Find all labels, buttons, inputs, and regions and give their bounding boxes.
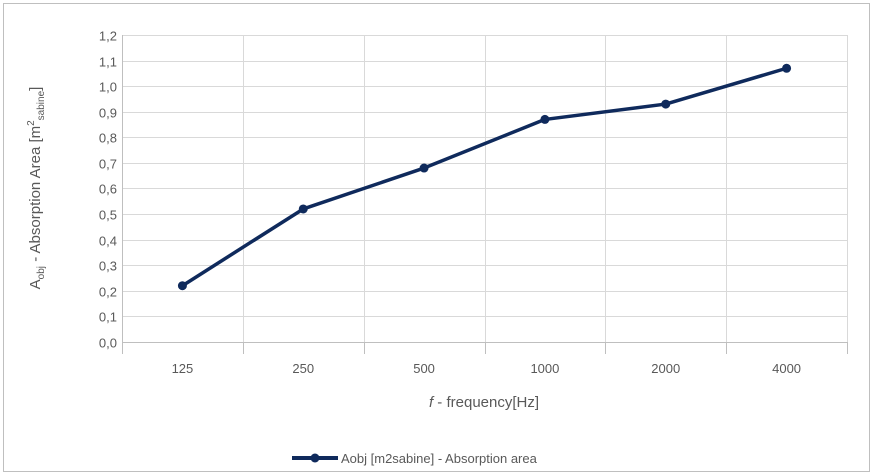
y-tick-label: 1,1 — [99, 55, 117, 70]
x-tick-label: 1000 — [530, 361, 559, 376]
y-tick-label: 0,0 — [99, 336, 117, 351]
data-point — [177, 281, 187, 291]
y-title-end: ] — [27, 87, 44, 91]
y-title-main: A — [27, 279, 44, 289]
y-tick-label: 1,2 — [99, 29, 117, 44]
y-tick-label: 0,2 — [99, 285, 117, 300]
y-tick-label: 0,1 — [99, 310, 117, 325]
y-tick-label: 0,8 — [99, 131, 117, 146]
y-tick-label: 0,5 — [99, 208, 117, 223]
y-title-sub2: sabine — [36, 90, 47, 120]
x-tick-label: 500 — [413, 361, 435, 376]
data-point — [540, 114, 550, 124]
legend-label: Aobj [m2sabine] - Absorption area — [341, 451, 538, 466]
y-title-mid: - Absorption Area [m — [27, 126, 44, 266]
x-tick-label: 125 — [172, 361, 194, 376]
y-tick-labels: 0,0 0,1 0,2 0,3 0,4 0,5 0,6 0,7 0,8 0,9 1,0 1,1 1,2 — [99, 29, 117, 351]
x-tick-label: 4000 — [772, 361, 801, 376]
legend-marker-swatch — [310, 453, 320, 463]
x-title-rest: - frequency[Hz] — [433, 394, 539, 411]
series-lines — [180, 66, 789, 288]
x-axis-title: f - frequency[Hz] — [429, 394, 539, 411]
x-tick-labels: 125 250 500 1000 2000 4000 — [172, 361, 801, 376]
y-tick-label: 0,6 — [99, 182, 117, 197]
chart-frame — [3, 3, 870, 472]
y-title-sup: 2 — [26, 120, 37, 126]
series-line — [180, 66, 789, 288]
data-points — [177, 63, 792, 291]
y-axis-title: Aobj - Absorption Area [m2sabine] — [26, 87, 47, 290]
data-point — [419, 163, 429, 173]
y-tick-label: 0,3 — [99, 259, 117, 274]
y-tick-label: 0,4 — [99, 234, 117, 249]
y-tick-label: 0,7 — [99, 157, 117, 172]
x-tick-label: 2000 — [651, 361, 680, 376]
y-tick-label: 0,9 — [99, 106, 117, 121]
y-tick-label: 1,0 — [99, 80, 117, 95]
x-title-italic: f — [429, 394, 435, 411]
y-title-sub1: obj — [36, 266, 47, 279]
data-point — [782, 63, 792, 73]
x-tick-label: 250 — [292, 361, 314, 376]
data-point — [298, 204, 308, 214]
legend: Aobj [m2sabine] - Absorption area — [292, 451, 538, 466]
data-point — [661, 99, 671, 109]
grid-lines — [122, 35, 848, 354]
